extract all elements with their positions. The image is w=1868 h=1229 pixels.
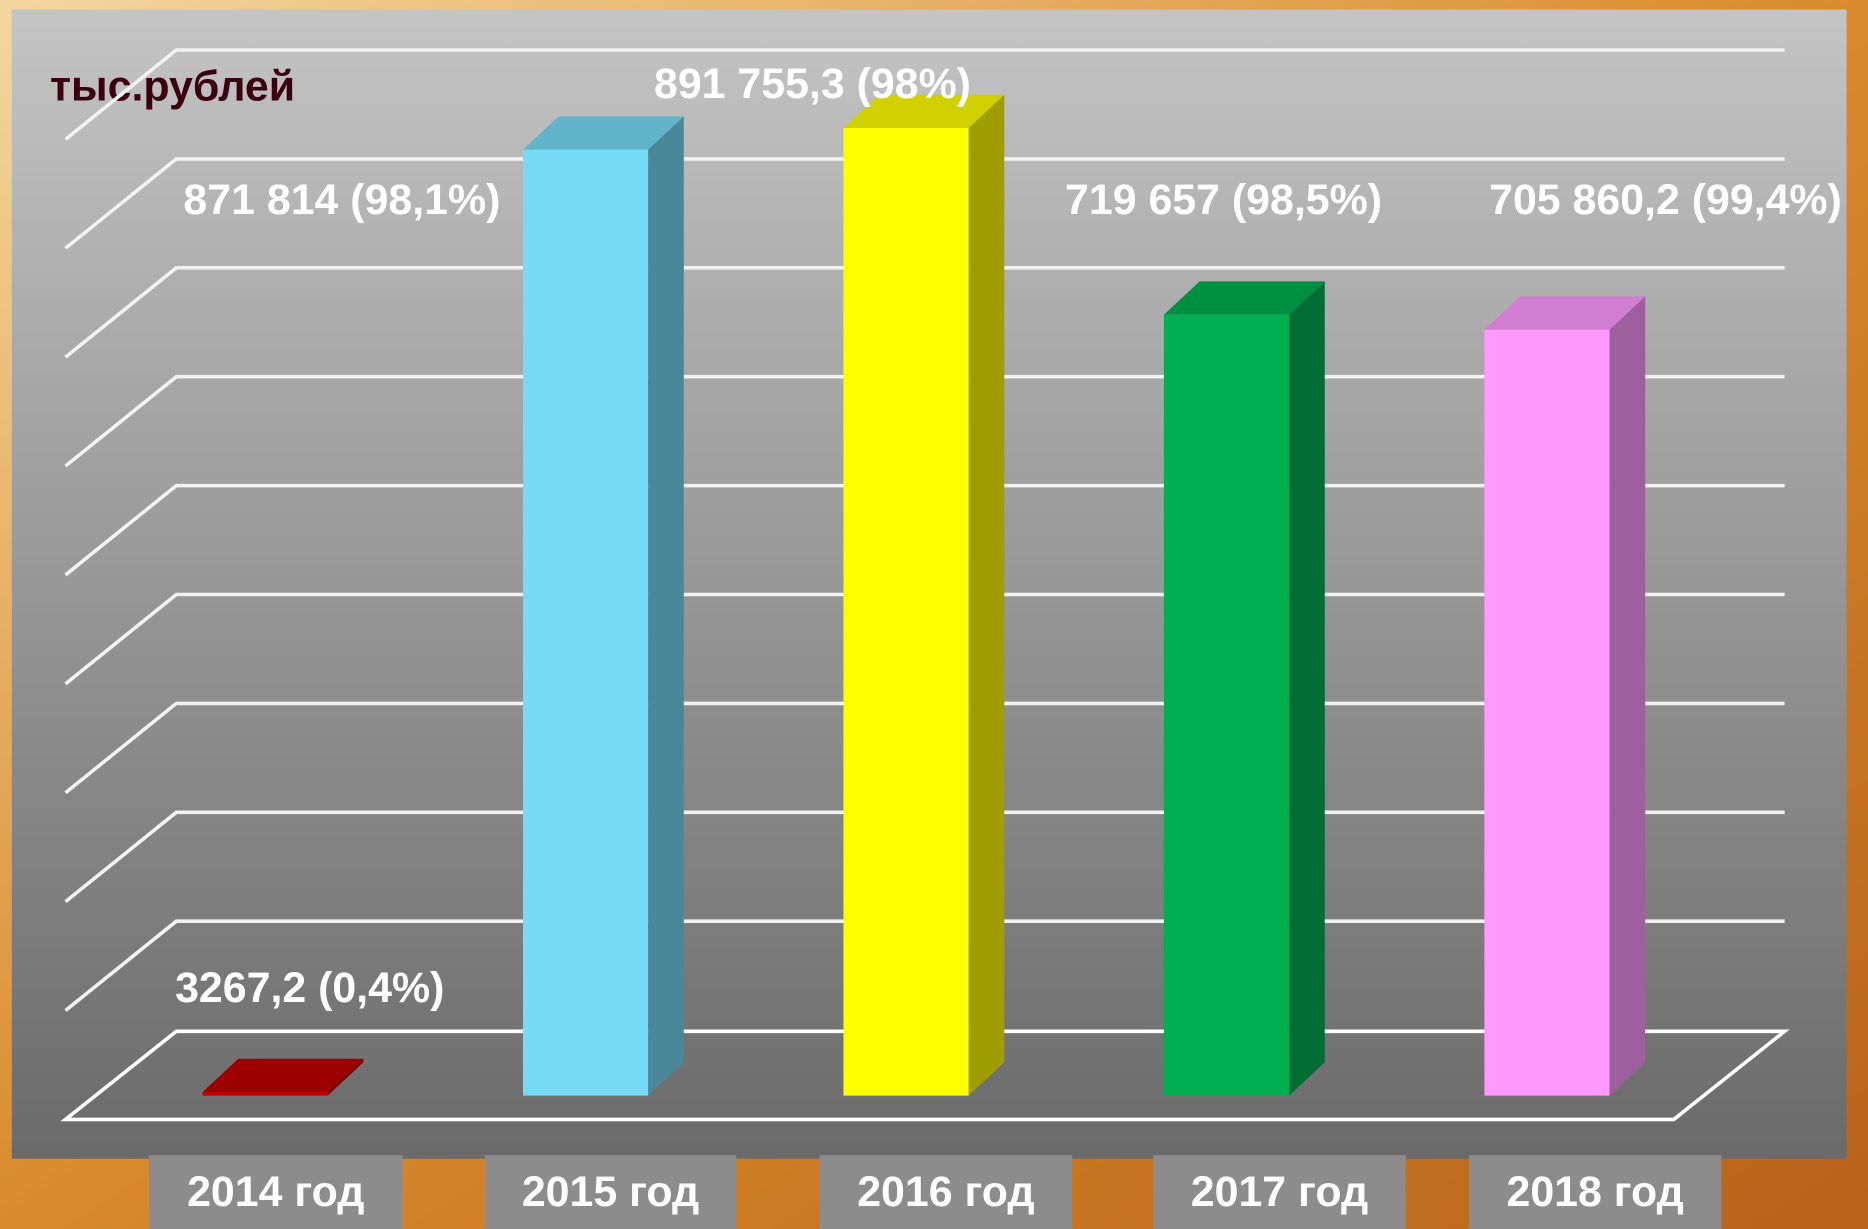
bar-top <box>843 94 1005 129</box>
data-label: 719 657 (98,5%) <box>1065 176 1382 224</box>
category-box <box>148 1155 403 1229</box>
x-tick-label: 2014 год <box>187 1168 364 1216</box>
bar-side <box>327 1058 364 1096</box>
category-box <box>1153 1155 1406 1229</box>
bar-top <box>522 116 684 150</box>
bar-side <box>648 116 684 1096</box>
bar <box>522 149 649 1096</box>
x-tick-label: 2016 год <box>857 1168 1034 1216</box>
category-box <box>819 1155 1073 1229</box>
x-tick-label: 2015 год <box>522 1168 699 1216</box>
bar <box>1484 329 1610 1096</box>
bar-top <box>1163 281 1325 315</box>
bar <box>202 1092 328 1096</box>
bar-side <box>1609 296 1646 1096</box>
data-label: 871 814 (98,1%) <box>183 176 500 224</box>
data-label: 891 755,3 (98%) <box>654 60 971 108</box>
data-label: 705 860,2 (99,4%) <box>1489 176 1842 224</box>
grid-line <box>64 157 1785 250</box>
bar-side <box>968 94 1005 1096</box>
bar <box>843 128 969 1096</box>
data-label: 3267,2 (0,4%) <box>175 964 444 1012</box>
grid-line <box>64 48 1785 141</box>
floor <box>60 1029 1790 1122</box>
y-axis-label: тыс.рублей <box>50 63 295 111</box>
bar <box>1163 314 1290 1096</box>
grid-line <box>64 266 1785 359</box>
category-box <box>484 1155 737 1229</box>
x-tick-label: 2018 год <box>1506 1168 1683 1216</box>
bar-side <box>1289 281 1325 1096</box>
x-tick-label: 2017 год <box>1191 1168 1368 1216</box>
bar-top <box>202 1058 364 1093</box>
category-box <box>1468 1155 1722 1229</box>
bar-top <box>1484 296 1646 330</box>
